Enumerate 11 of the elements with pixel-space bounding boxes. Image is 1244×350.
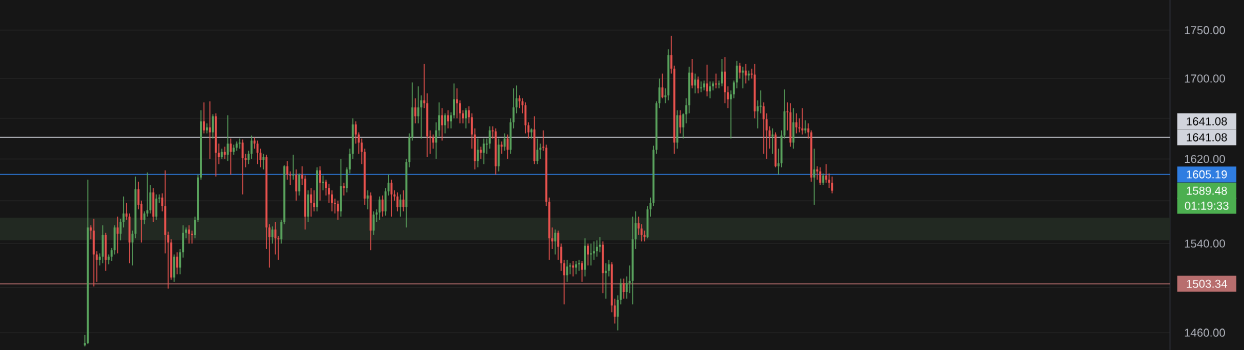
ref-line-label: 1503.34 <box>1186 279 1228 288</box>
ref-line-label: 1605.19 <box>1186 170 1227 179</box>
text: 1589.48 <box>1186 186 1227 195</box>
y-tick-label: 1750.00 <box>1184 26 1225 35</box>
y-tick-label: 1700.00 <box>1184 74 1225 83</box>
ref-line-label: 1641.08 <box>1186 133 1227 142</box>
y-tick-label: 1620.00 <box>1184 154 1225 164</box>
y-tick-label: 1540.00 <box>1184 239 1225 248</box>
text: 01:19:33 <box>1184 201 1229 210</box>
text: 1641.08 <box>1186 117 1227 126</box>
y-tick-label: 1460.00 <box>1184 328 1225 337</box>
